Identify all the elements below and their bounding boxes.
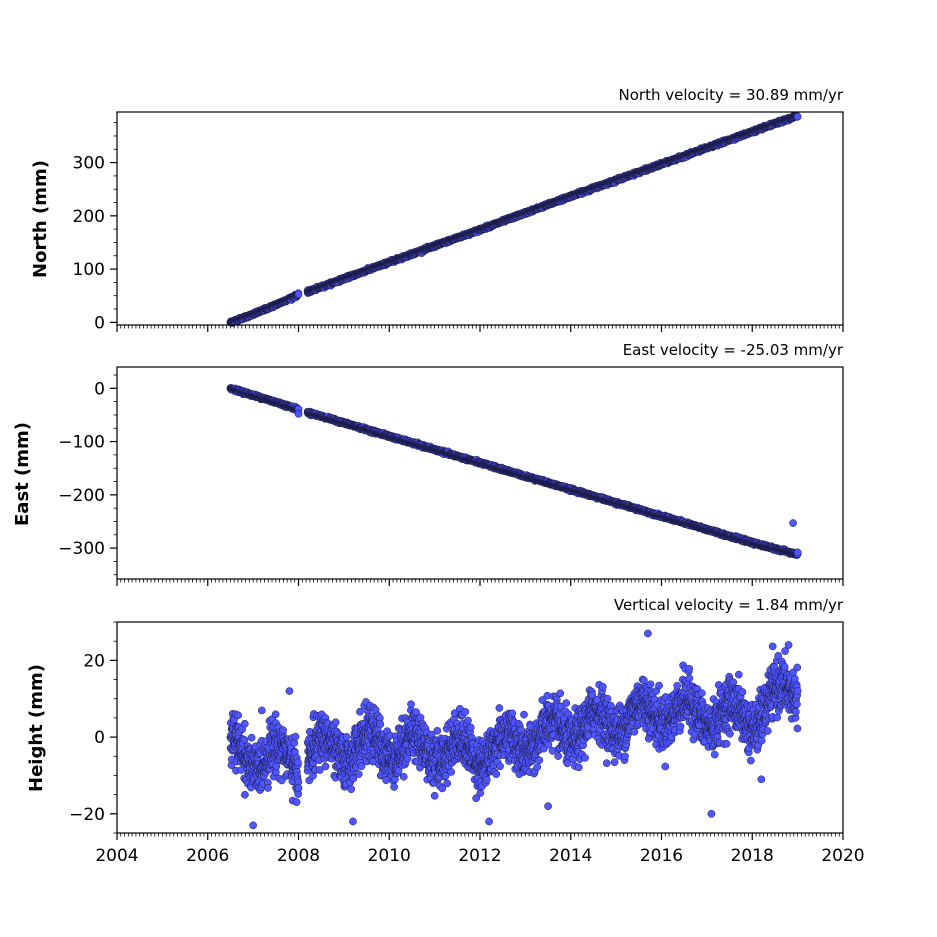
north-ticks: 0 100 200 300: [73, 122, 844, 333]
y-tick-label: −300: [58, 539, 105, 559]
y-tick-label: −100: [58, 433, 105, 453]
north-y-axis-label: North (mm): [30, 160, 51, 278]
data-point: [294, 290, 303, 299]
north-panel-title: North velocity = 30.89 mm/yr: [619, 86, 844, 104]
y-tick-label: −200: [58, 486, 105, 506]
y-tick-label: 100: [73, 260, 105, 280]
east-ticks: 0 −100 −200 −300: [58, 374, 844, 586]
y-tick-label: 300: [73, 154, 105, 174]
y-tick-label: 200: [73, 207, 105, 227]
data-point: [793, 112, 802, 121]
east-data-points: [226, 384, 802, 559]
north-panel: North velocity = 30.89 mm/yr North (mm) …: [30, 86, 844, 333]
y-tick-label: 0: [94, 313, 105, 333]
north-data-points: [226, 111, 802, 327]
east-panel: East velocity = -25.03 mm/yr East (mm) 0…: [12, 341, 844, 586]
north-plot-frame: [116, 111, 844, 326]
east-panel-title: East velocity = -25.03 mm/yr: [623, 341, 844, 359]
east-y-axis-label: East (mm): [12, 422, 33, 526]
y-tick-label: 0: [94, 379, 105, 399]
